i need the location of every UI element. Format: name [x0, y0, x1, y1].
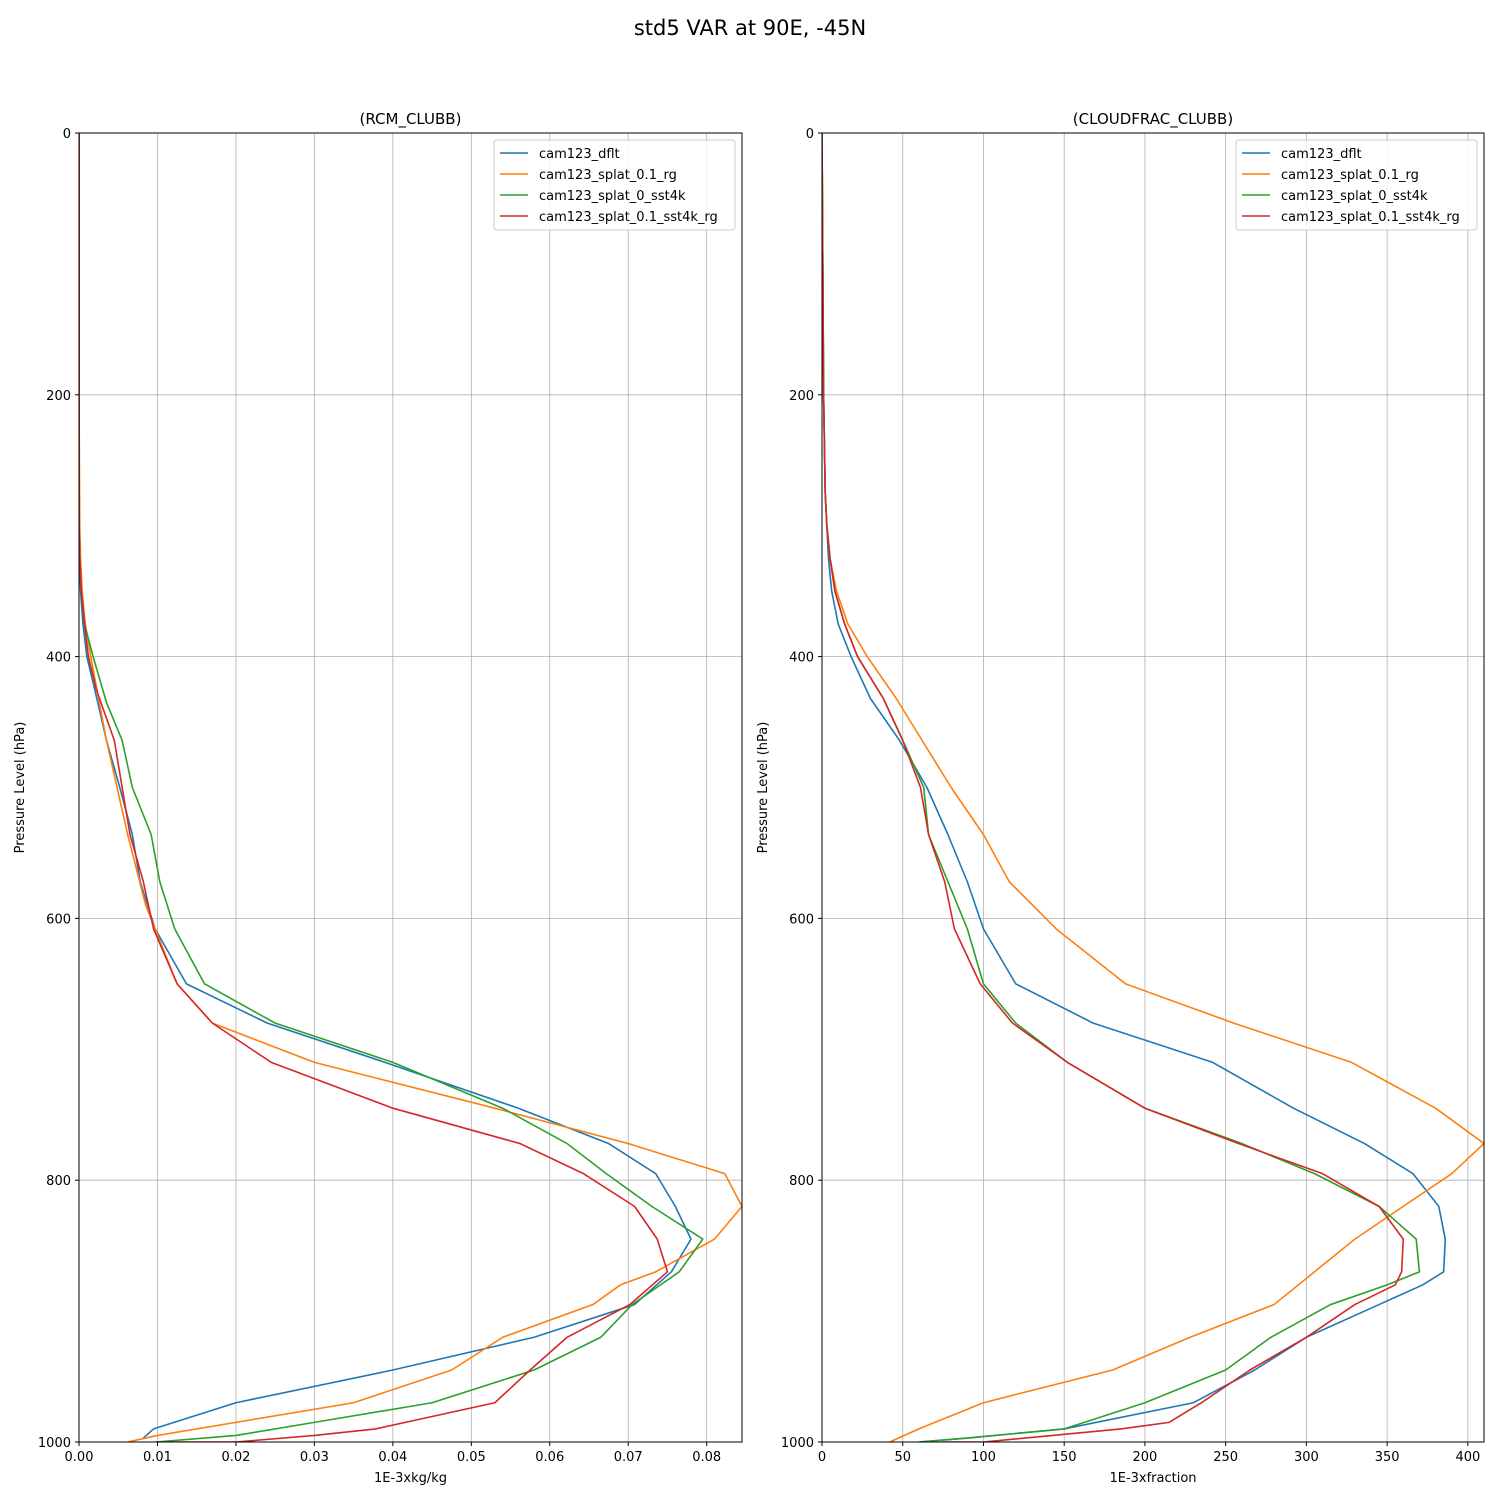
- panel-title: (RCM_CLUBB): [360, 110, 462, 129]
- x-tick-label: 250: [1213, 1450, 1238, 1465]
- series-line-cam123_dflt: [822, 133, 1447, 1442]
- x-tick-label: 0: [818, 1450, 826, 1465]
- x-axis-label: 1E-3xkg/kg: [374, 1471, 447, 1486]
- legend-entry: cam123_dflt: [1281, 147, 1362, 162]
- figure-title: std5 VAR at 90E, -45N: [633, 16, 867, 40]
- y-tick-label: 800: [46, 1174, 71, 1189]
- x-tick-label: 350: [1375, 1450, 1400, 1465]
- y-tick-label: 1000: [38, 1436, 71, 1451]
- y-tick-label: 0: [63, 127, 71, 142]
- legend-entry: cam123_splat_0.1_rg: [539, 168, 677, 183]
- y-tick-label: 600: [46, 912, 71, 927]
- x-axis-label: 1E-3xfraction: [1109, 1471, 1196, 1486]
- series-line-cam123_splat_0_sst4k: [822, 133, 1421, 1442]
- x-tick-label: 0.00: [65, 1450, 94, 1465]
- y-tick-label: 800: [789, 1174, 814, 1189]
- x-tick-label: 100: [971, 1450, 996, 1465]
- series-line-cam123_dflt: [79, 133, 692, 1439]
- plot-frame: [78, 132, 743, 1443]
- legend: cam123_dflt cam123_splat_0.1_rg cam123_spl…: [493, 139, 736, 231]
- x-tick-label: 0.07: [614, 1450, 643, 1465]
- y-tick-label: 200: [789, 389, 814, 404]
- x-tick-label: 0.04: [378, 1450, 407, 1465]
- y-axis-label: Pressure Level (hPa): [756, 722, 771, 854]
- y-tick-label: 400: [46, 651, 71, 666]
- x-tick-label: 0.05: [457, 1450, 486, 1465]
- series-line-cam123_splat_0_sst4k: [79, 133, 704, 1442]
- legend-entry: cam123_splat_0_sst4k: [1281, 189, 1428, 204]
- series-line-cam123_splat_0.1_sst4k_rg: [79, 133, 669, 1442]
- y-tick-label: 400: [789, 651, 814, 666]
- x-tick-label: 0.08: [692, 1450, 721, 1465]
- x-tick-label: 0.01: [143, 1450, 172, 1465]
- legend: cam123_dflt cam123_splat_0.1_rg cam123_spl…: [1235, 139, 1478, 231]
- series-line-cam123_splat_0.1_sst4k_rg: [822, 133, 1405, 1442]
- plot-frame: [821, 132, 1485, 1443]
- legend-box: [1235, 139, 1478, 231]
- series-line-cam123_splat_0.1_rg: [822, 133, 1484, 1442]
- y-tick-label: 200: [46, 389, 71, 404]
- x-tick-label: 0.03: [300, 1450, 329, 1465]
- legend-entry: cam123_splat_0.1_rg: [1281, 168, 1419, 183]
- y-tick-label: 600: [789, 912, 814, 927]
- x-tick-label: 300: [1294, 1450, 1319, 1465]
- legend-entry: cam123_splat_0.1_sst4k_rg: [1281, 210, 1460, 225]
- x-tick-label: 0.02: [221, 1450, 250, 1465]
- y-axis-label: Pressure Level (hPa): [13, 722, 28, 854]
- x-tick-label: 400: [1455, 1450, 1480, 1465]
- y-tick-label: 0: [806, 127, 814, 142]
- panel-2: 0 50 100 150 200 250 300 350 400 0 200 400 600 800 100…: [756, 110, 1485, 1486]
- panel-1: 0.00 0.01 0.02 0.03 0.04 0.05 0.06 0.07 0.08 0 200…: [13, 110, 743, 1486]
- x-tick-label: 0.06: [535, 1450, 564, 1465]
- panel-title: (CLOUDFRAC_CLUBB): [1073, 110, 1233, 129]
- x-tick-label: 50: [894, 1450, 911, 1465]
- x-tick-label: 150: [1052, 1450, 1077, 1465]
- legend-entry: cam123_splat_0_sst4k: [539, 189, 686, 204]
- x-tick-label: 200: [1133, 1450, 1158, 1465]
- y-tick-label: 1000: [781, 1436, 814, 1451]
- series-line-cam123_splat_0.1_rg: [79, 133, 742, 1442]
- legend-entry: cam123_splat_0.1_sst4k_rg: [539, 210, 718, 225]
- legend-entry: cam123_dflt: [539, 147, 620, 162]
- legend-box: [493, 139, 736, 231]
